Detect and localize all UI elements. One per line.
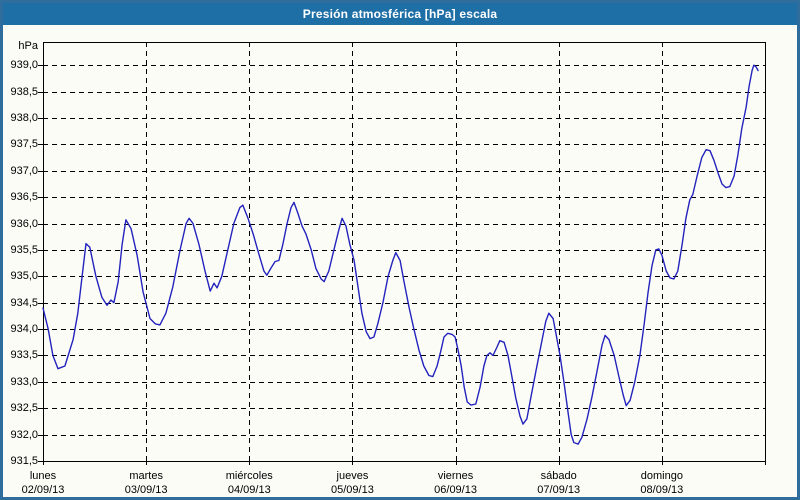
y-tick-label: 937,5 [10, 138, 38, 150]
x-day-date-label: 03/09/13 [124, 484, 168, 496]
pressure-line-chart [38, 42, 766, 465]
title-bar: Presión atmosférica [hPa] escala [3, 3, 797, 25]
x-day-name-label: martes [129, 470, 163, 482]
y-tick-label: 934,0 [10, 323, 38, 335]
x-day-date-label: 08/09/13 [640, 484, 684, 496]
y-tick-label: 938,0 [10, 112, 38, 124]
x-day-name-label: domingo [640, 470, 683, 482]
y-tick-label: 933,5 [10, 349, 38, 361]
x-day-name-label: miércoles [225, 470, 273, 482]
x-day-name-label: viernes [437, 470, 474, 482]
x-day-name-label: lunes [29, 470, 57, 482]
y-tick-label: 936,0 [10, 218, 38, 230]
x-day-date-label: 04/09/13 [227, 484, 271, 496]
y-tick-label: 933,0 [10, 376, 38, 388]
plot-border [43, 42, 766, 462]
x-day-date-label: 07/09/13 [537, 484, 581, 496]
y-tick-label: 932,0 [10, 429, 38, 441]
y-tick-label: 938,5 [10, 86, 38, 98]
x-day-name-label: jueves [336, 470, 369, 482]
y-axis-unit-label: hPa [18, 40, 38, 52]
y-tick-label: 936,5 [10, 191, 38, 203]
x-day-date-label: 02/09/13 [21, 484, 65, 496]
y-tick-label: 932,5 [10, 402, 38, 414]
chart-canvas: hPa 939,0 938,5 938,0 937,5 937,0 936,5 936,0 9… [3, 3, 797, 497]
y-tick-label: 935,0 [10, 270, 38, 282]
x-day-date-label: 05/09/13 [331, 484, 374, 496]
x-day-name-label: sábado [540, 470, 577, 482]
x-day-date-label: 06/09/13 [434, 484, 477, 496]
y-tick-label: 939,0 [10, 59, 38, 71]
y-tick-label: 935,5 [10, 244, 38, 256]
y-tick-label: 937,0 [10, 165, 38, 177]
pressure-series-line [42, 64, 759, 445]
y-tick-label: 931,5 [10, 455, 38, 467]
chart-title: Presión atmosférica [hPa] escala [302, 7, 498, 21]
y-tick-label: 934,5 [10, 297, 38, 309]
